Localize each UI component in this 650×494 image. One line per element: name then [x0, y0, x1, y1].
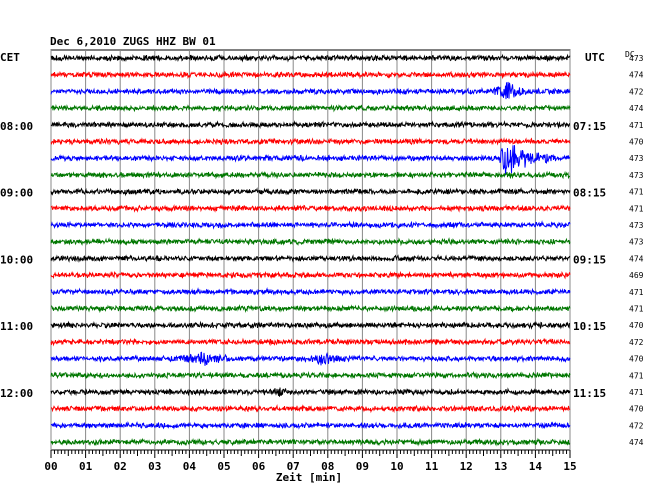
trace-row-4	[50, 103, 571, 113]
trace-row-12	[50, 237, 571, 247]
dc-value: 471	[629, 288, 644, 297]
dc-value: 470	[629, 138, 644, 147]
trace-row-10	[50, 203, 571, 213]
dc-value: 473	[629, 154, 644, 163]
dc-value: 474	[629, 438, 644, 447]
x-tick-label: 06	[252, 460, 266, 473]
dc-value: 474	[629, 254, 644, 263]
trace-row-3	[50, 81, 571, 100]
trace-row-22	[50, 403, 571, 414]
x-tick-label: 12	[460, 460, 473, 473]
x-tick-label: 01	[79, 460, 93, 473]
trace-row-20	[50, 370, 571, 380]
trace-row-7	[50, 145, 571, 176]
trace-row-1	[50, 53, 571, 63]
x-tick-label: 05	[217, 460, 230, 473]
dc-value: 472	[629, 87, 644, 96]
dc-value: 470	[629, 355, 644, 364]
dc-value: 474	[629, 71, 644, 80]
x-tick-label: 04	[183, 460, 197, 473]
dc-value: 469	[629, 271, 644, 280]
dc-value: 471	[629, 388, 644, 397]
utc-header: UTC	[585, 51, 605, 64]
trace-row-5	[50, 120, 570, 130]
seismic-traces	[50, 53, 571, 447]
trace-row-8	[50, 170, 571, 180]
utc-label: 08:15	[573, 187, 606, 200]
cet-header: CET	[0, 51, 20, 64]
dc-value: 472	[629, 338, 644, 347]
x-axis: 00 01 02 03 04 05 06 07 08 09 10 11 12 13 14 15	[44, 450, 577, 473]
dc-value: 473	[629, 54, 644, 63]
x-tick-label: 15	[563, 460, 576, 473]
utc-label: 07:15	[573, 120, 606, 133]
dc-value: 470	[629, 405, 644, 414]
dc-value: 471	[629, 121, 644, 130]
trace-row-15	[50, 286, 571, 297]
trace-row-24	[50, 437, 571, 447]
dc-value: 471	[629, 305, 644, 314]
trace-row-18	[50, 337, 571, 347]
utc-label: 10:15	[573, 320, 606, 333]
dc-value: 471	[629, 188, 644, 197]
trace-row-21	[50, 387, 571, 397]
x-tick-label: 11	[425, 460, 439, 473]
dc-value: 471	[629, 371, 644, 380]
x-axis-label: Zeit [min]	[276, 471, 342, 484]
x-tick-label: 10	[390, 460, 403, 473]
grid-lines	[50, 49, 571, 451]
dc-value: 470	[629, 321, 644, 330]
dc-value: 473	[629, 221, 644, 230]
x-tick-label: 08	[321, 460, 334, 473]
utc-time-labels: 07:15 08:15 09:15 10:15 11:15	[573, 120, 606, 400]
cet-label: 10:00	[0, 253, 33, 266]
x-tick-label: 00	[44, 460, 57, 473]
x-tick-label: 09	[356, 460, 369, 473]
dc-values: 473 474 472 474 471 470 473 473 471 471 473 473 474 4…	[629, 54, 644, 447]
dc-value: 473	[629, 171, 644, 180]
x-tick-label: 07	[287, 460, 300, 473]
trace-row-16	[51, 304, 571, 314]
utc-label: 09:15	[573, 253, 606, 266]
x-tick-label: 02	[114, 460, 127, 473]
trace-row-23	[50, 420, 571, 430]
trace-row-13	[50, 253, 571, 263]
trace-row-6	[50, 137, 571, 146]
cet-label: 09:00	[0, 187, 33, 200]
dc-value: 471	[629, 204, 644, 213]
trace-row-14	[50, 270, 571, 280]
dc-value: 472	[629, 421, 644, 430]
trace-row-2	[50, 70, 571, 80]
trace-row-19	[50, 351, 571, 366]
x-tick-label: 03	[148, 460, 161, 473]
x-tick-label: 14	[529, 460, 543, 473]
dc-header: DC	[625, 50, 635, 59]
cet-label: 08:00	[0, 120, 33, 133]
cet-label: 11:00	[0, 320, 33, 333]
cet-time-labels: 08:00 09:00 10:00 11:00 12:00	[0, 120, 33, 400]
utc-label: 11:15	[573, 387, 606, 400]
trace-row-9	[50, 187, 571, 197]
dc-value: 474	[629, 104, 644, 113]
cet-label: 12:00	[0, 387, 33, 400]
trace-row-11	[50, 220, 571, 230]
chart-title: Dec 6,2010 ZUGS HHZ BW 01	[50, 35, 216, 48]
x-tick-label: 13	[494, 460, 507, 473]
dc-value: 473	[629, 238, 644, 247]
trace-row-17	[50, 320, 571, 330]
